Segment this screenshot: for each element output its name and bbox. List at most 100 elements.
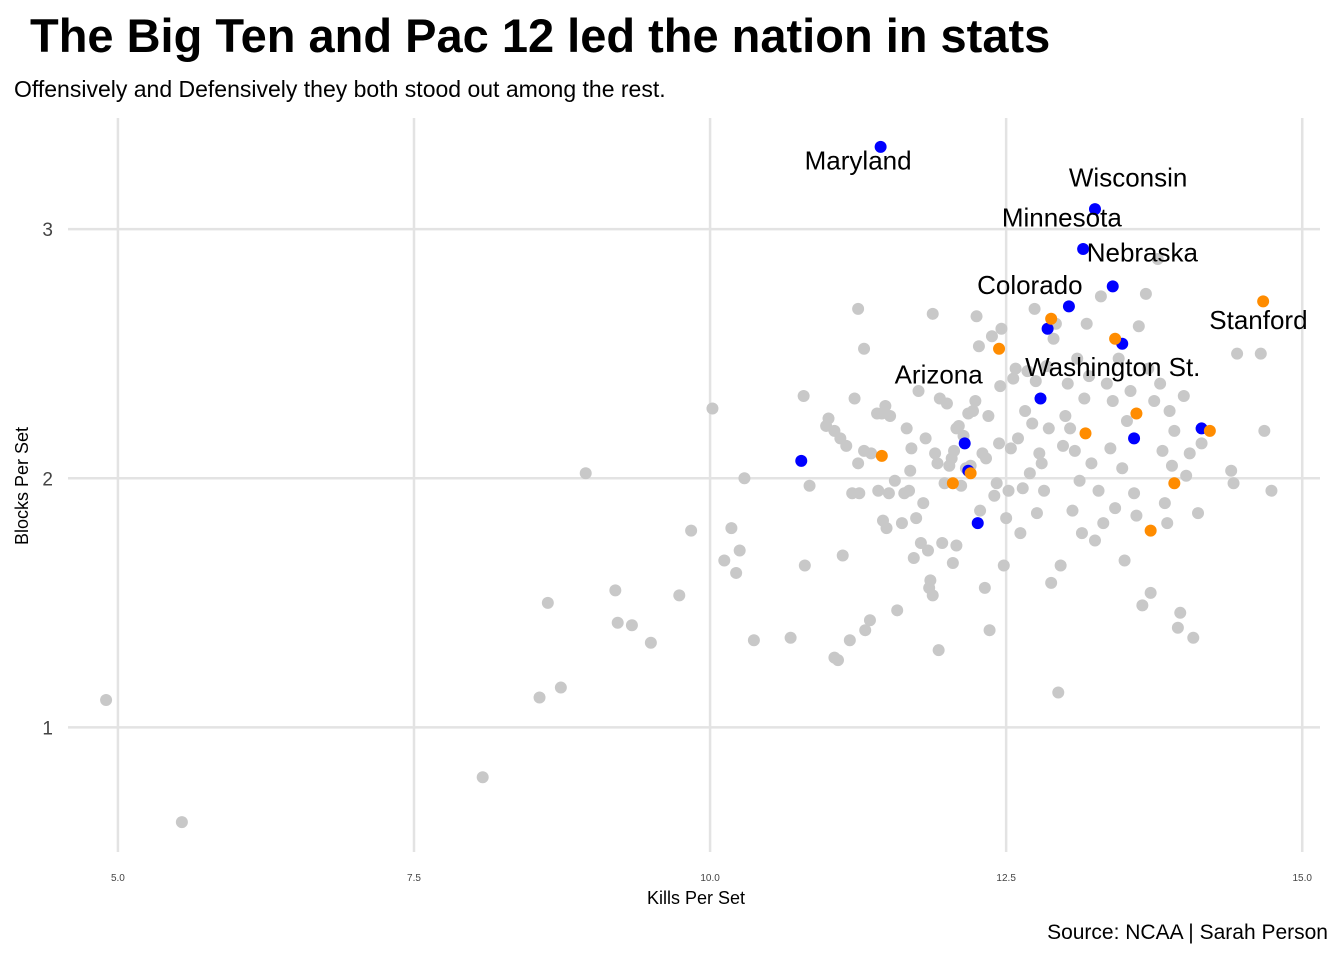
other-point [1038, 484, 1051, 497]
other-point [1083, 370, 1096, 383]
y-tick-label: 2 [42, 469, 53, 490]
other-point [579, 467, 592, 480]
data-points [100, 140, 1278, 829]
other-point [784, 631, 797, 644]
other-point [1033, 447, 1046, 460]
other-point [910, 512, 923, 525]
other-point [1195, 437, 1208, 450]
pac-12-point [875, 449, 888, 462]
other-point [1116, 462, 1129, 475]
other-point [1136, 599, 1149, 612]
team-label: Minnesota [1002, 203, 1122, 233]
other-point [1094, 290, 1107, 303]
team-label: Wisconsin [1069, 163, 1187, 193]
big-ten-point [1128, 432, 1141, 445]
pac-12-point [964, 467, 977, 480]
other-point [926, 589, 939, 602]
other-point [980, 452, 993, 465]
other-point [1071, 352, 1084, 365]
other-point [1168, 424, 1181, 437]
other-point [1000, 512, 1013, 525]
grid-lines [68, 118, 1320, 852]
x-axis-label: Kills Per Set [647, 888, 745, 908]
other-point [917, 497, 930, 510]
other-point [872, 484, 885, 497]
source-caption: Source: NCAA | Sarah Person [1047, 921, 1328, 944]
other-point [995, 322, 1008, 335]
other-point [884, 409, 897, 422]
other-point [919, 432, 932, 445]
other-point [1100, 377, 1113, 390]
other-point [1029, 375, 1042, 388]
other-point [988, 489, 1001, 502]
other-point [175, 816, 188, 829]
other-point [609, 584, 622, 597]
other-point [982, 409, 995, 422]
other-point [1156, 444, 1169, 457]
team-label: Stanford [1209, 305, 1307, 335]
other-point [1019, 404, 1032, 417]
other-point [803, 479, 816, 492]
other-point [985, 330, 998, 343]
other-point [1106, 395, 1119, 408]
y-axis-label: Blocks Per Set [12, 427, 32, 545]
team-label: Nebraska [1087, 237, 1199, 267]
x-tick-label: 7.5 [407, 873, 421, 884]
other-point [1054, 559, 1067, 572]
other-point [978, 581, 991, 594]
other-point [1192, 507, 1205, 520]
other-point [685, 524, 698, 537]
other-point [822, 412, 835, 425]
pac-12-point [1079, 427, 1092, 440]
other-point [853, 487, 866, 500]
other-point [969, 395, 982, 408]
other-point [895, 517, 908, 530]
other-point [946, 556, 959, 569]
other-point [924, 574, 937, 587]
other-point [1042, 422, 1055, 435]
other-point [1023, 467, 1036, 480]
other-point [843, 634, 856, 647]
x-tick-label: 15.0 [1293, 873, 1313, 884]
other-point [1064, 422, 1077, 435]
other-point [1097, 517, 1110, 530]
other-point [725, 522, 738, 535]
pac-12-point [1257, 295, 1270, 308]
other-point [1068, 444, 1081, 457]
other-point [1132, 320, 1145, 333]
big-ten-point [1106, 280, 1119, 293]
other-point [932, 644, 945, 657]
other-point [952, 419, 965, 432]
other-point [1144, 586, 1157, 599]
other-point [797, 390, 810, 403]
other-point [858, 342, 871, 355]
other-point [950, 539, 963, 552]
other-point [1092, 484, 1105, 497]
other-point [972, 340, 985, 353]
other-point [1109, 502, 1122, 515]
other-point [1254, 347, 1267, 360]
other-point [541, 596, 554, 609]
other-point [1165, 459, 1178, 472]
other-point [1009, 362, 1022, 375]
big-ten-point [958, 437, 971, 450]
other-point [1227, 477, 1240, 490]
other-point [852, 457, 865, 470]
pac-12-point [1130, 407, 1143, 420]
pac-12-point [1045, 312, 1058, 325]
other-point [1059, 409, 1072, 422]
other-point [100, 694, 113, 707]
other-point [1075, 527, 1088, 540]
other-point [1014, 527, 1027, 540]
other-point [1057, 439, 1070, 452]
other-point [1139, 287, 1152, 300]
pac-12-point [946, 477, 959, 490]
other-point [1161, 517, 1174, 530]
x-tick-label: 10.0 [700, 873, 720, 884]
big-ten-point [1062, 300, 1075, 313]
other-point [733, 544, 746, 557]
big-ten-point [795, 454, 808, 467]
other-point [936, 537, 949, 550]
other-point [1148, 395, 1161, 408]
other-point [848, 392, 861, 405]
